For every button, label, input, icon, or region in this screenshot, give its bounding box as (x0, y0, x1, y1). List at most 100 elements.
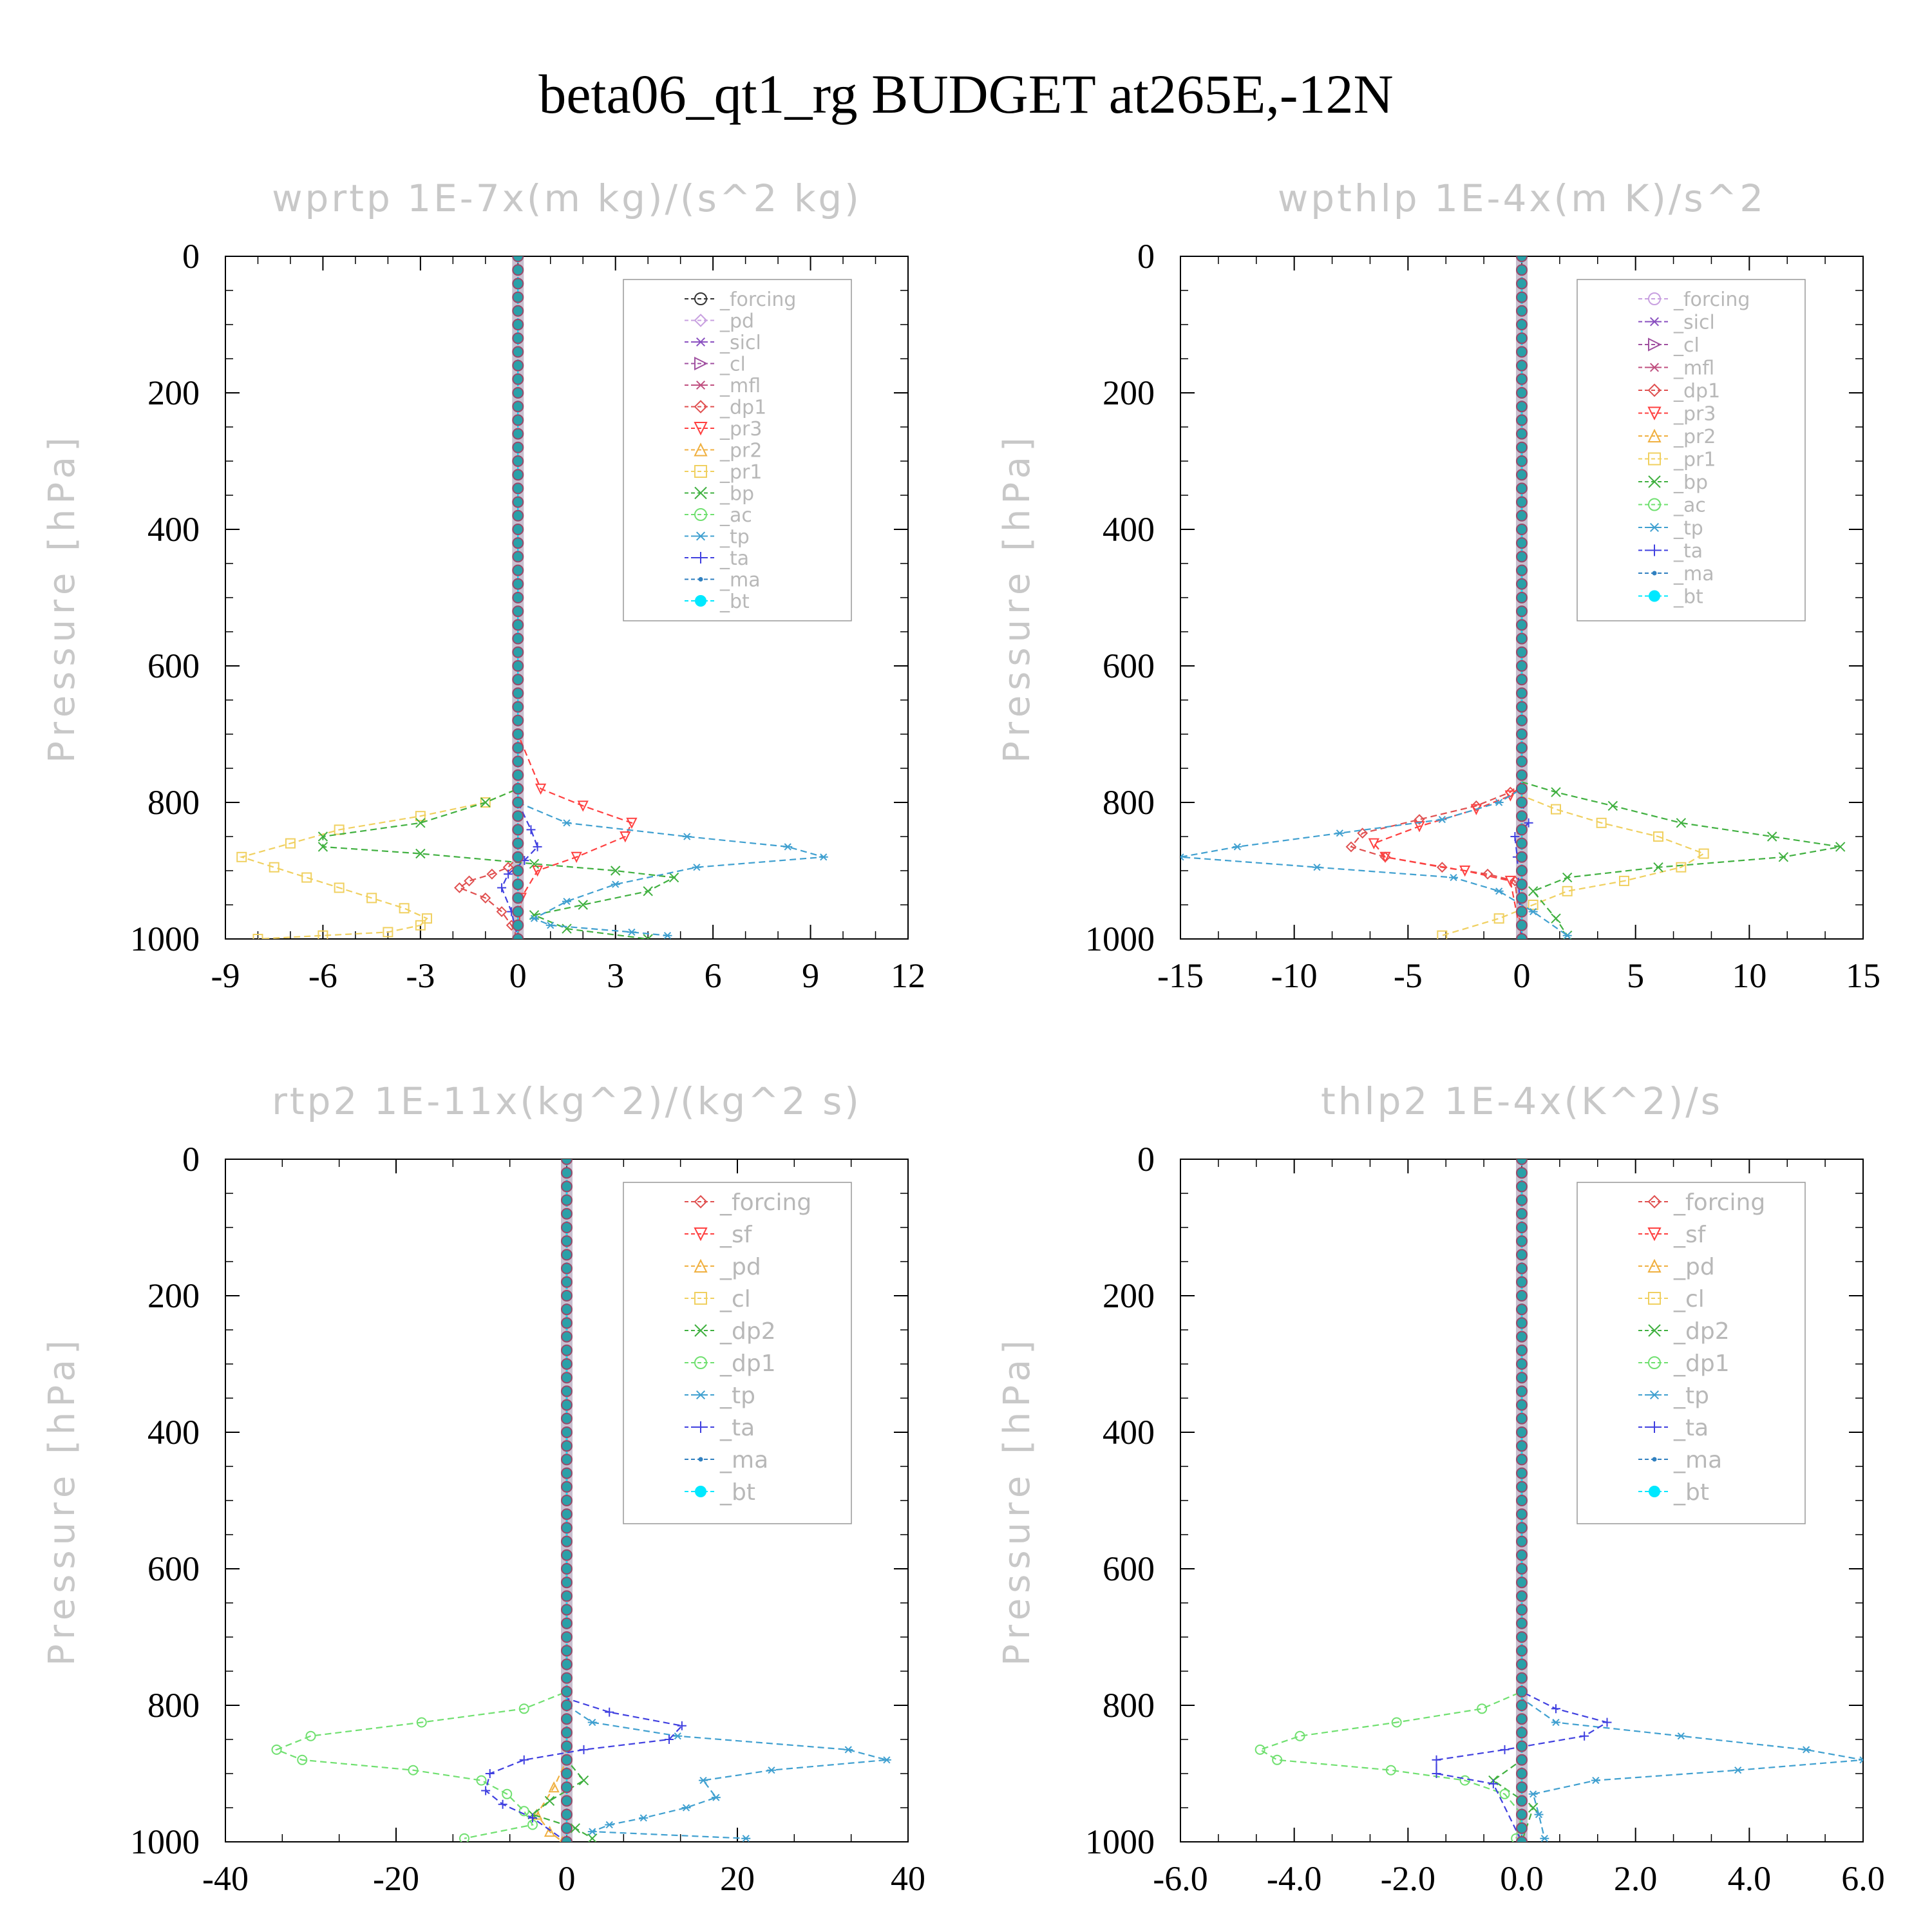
data-point-pr1 (1653, 831, 1663, 842)
legend-marker (694, 1356, 707, 1369)
data-point-pr1 (1551, 804, 1561, 815)
level-marker (1516, 810, 1528, 822)
level-marker (512, 319, 524, 330)
legend-item: _forcing (1638, 1189, 1765, 1216)
level-marker (1516, 537, 1528, 549)
data-point-pr3 (626, 817, 638, 829)
data-point-dp1 (502, 1788, 513, 1799)
level-marker (561, 1372, 573, 1384)
series-line-dp2 (1492, 1159, 1535, 1842)
level-marker (1516, 674, 1528, 686)
data-point-pr3 (1368, 838, 1379, 849)
level-marker (1516, 1290, 1528, 1302)
legend-marker (1647, 1227, 1662, 1242)
level-marker (512, 933, 524, 939)
level-marker (512, 264, 524, 276)
data-point-tp (545, 922, 555, 929)
y-tick-label: 800 (147, 1686, 200, 1725)
level-marker (561, 1617, 573, 1629)
legend-marker (1652, 571, 1657, 576)
y-tick-label: 600 (147, 647, 200, 685)
level-marker (1516, 1262, 1528, 1274)
y-axis-label: Pressure [hPa] (996, 1335, 1038, 1666)
legend-item: _tp (685, 526, 750, 548)
legend-label: _ta (719, 547, 749, 570)
data-point-ta (1510, 832, 1520, 841)
legend-item: _pd (1638, 1254, 1715, 1280)
panel-title: thlp2 1E-4x(K^2)/s (1321, 1079, 1723, 1123)
level-marker (1516, 469, 1528, 481)
legend-item: _dp1 (685, 396, 766, 419)
x-tick-label: -40 (202, 1859, 249, 1898)
y-tick-label: 400 (147, 510, 200, 549)
legend-marker (1652, 1457, 1657, 1462)
data-point-tp (611, 880, 620, 888)
series-line-bp (322, 256, 677, 939)
legend-label: _bt (1673, 585, 1703, 608)
panel-title: wpthlp 1E-4x(m K)/s^2 (1278, 176, 1766, 220)
legend-box (623, 279, 852, 621)
x-tick-label: -6.0 (1153, 1859, 1208, 1898)
data-point-bp (1653, 862, 1663, 873)
data-point-pr1 (301, 872, 312, 883)
y-tick-label: 600 (147, 1549, 200, 1588)
data-point-ta (1500, 1745, 1510, 1754)
y-tick-label: 800 (1103, 783, 1155, 822)
legend-label: _pr3 (1673, 402, 1716, 425)
legend-label: _cl (719, 1286, 751, 1312)
level-marker (1516, 797, 1528, 808)
data-point-bp (643, 886, 653, 896)
legend-marker (1647, 1195, 1662, 1209)
data-point-tp (819, 853, 828, 861)
data-point-ta (1524, 818, 1533, 828)
data-point-dp1 (1414, 814, 1425, 825)
level-marker (1516, 742, 1528, 754)
level-marker (512, 919, 524, 931)
data-point-bp (1551, 787, 1561, 797)
legend-label: _dp1 (1673, 1350, 1730, 1377)
level-marker (512, 387, 524, 399)
level-marker (1516, 1549, 1528, 1561)
data-point-pr1 (421, 913, 432, 924)
data-point-tp (605, 1821, 614, 1829)
level-marker (1516, 319, 1528, 330)
data-point-pr1 (399, 903, 410, 914)
legend-label: _mfl (719, 375, 761, 397)
legend-marker (695, 595, 706, 607)
y-tick-label: 200 (1103, 374, 1155, 412)
level-marker (1516, 1222, 1528, 1233)
level-marker (561, 1426, 573, 1438)
data-point-dp1 (1436, 862, 1448, 873)
plot-area (236, 256, 828, 939)
data-point-ta (1432, 1755, 1441, 1765)
x-tick-label: 0 (1513, 956, 1531, 995)
level-marker (561, 1700, 573, 1711)
data-point-bp (317, 831, 328, 842)
legend-marker (1648, 337, 1662, 352)
legend-label: _pr1 (719, 461, 762, 484)
level-marker (512, 605, 524, 618)
legend-label: _tp (719, 526, 750, 548)
level-marker (1516, 1590, 1528, 1602)
data-point-dp1 (496, 906, 507, 918)
level-marker (1516, 632, 1528, 645)
level-marker (1516, 919, 1528, 931)
data-point-pr3 (1504, 790, 1516, 802)
data-point-tp (1859, 1756, 1863, 1764)
level-marker (512, 646, 524, 658)
level-marker (1516, 1672, 1528, 1684)
level-marker (512, 256, 524, 262)
legend-marker (695, 380, 706, 390)
level-marker (561, 1713, 573, 1725)
x-tick-label: 6 (705, 956, 722, 995)
level-marker (1516, 1235, 1528, 1247)
legend-item: _bt (685, 1479, 755, 1506)
level-marker (561, 1358, 573, 1370)
data-point-ta (481, 1786, 491, 1795)
data-point-dp2 (544, 1795, 555, 1806)
plot-area (1255, 1159, 1863, 1842)
level-marker (1516, 728, 1528, 740)
level-marker (1516, 1276, 1528, 1288)
level-marker (512, 769, 524, 781)
data-point-tp (1534, 1810, 1544, 1819)
